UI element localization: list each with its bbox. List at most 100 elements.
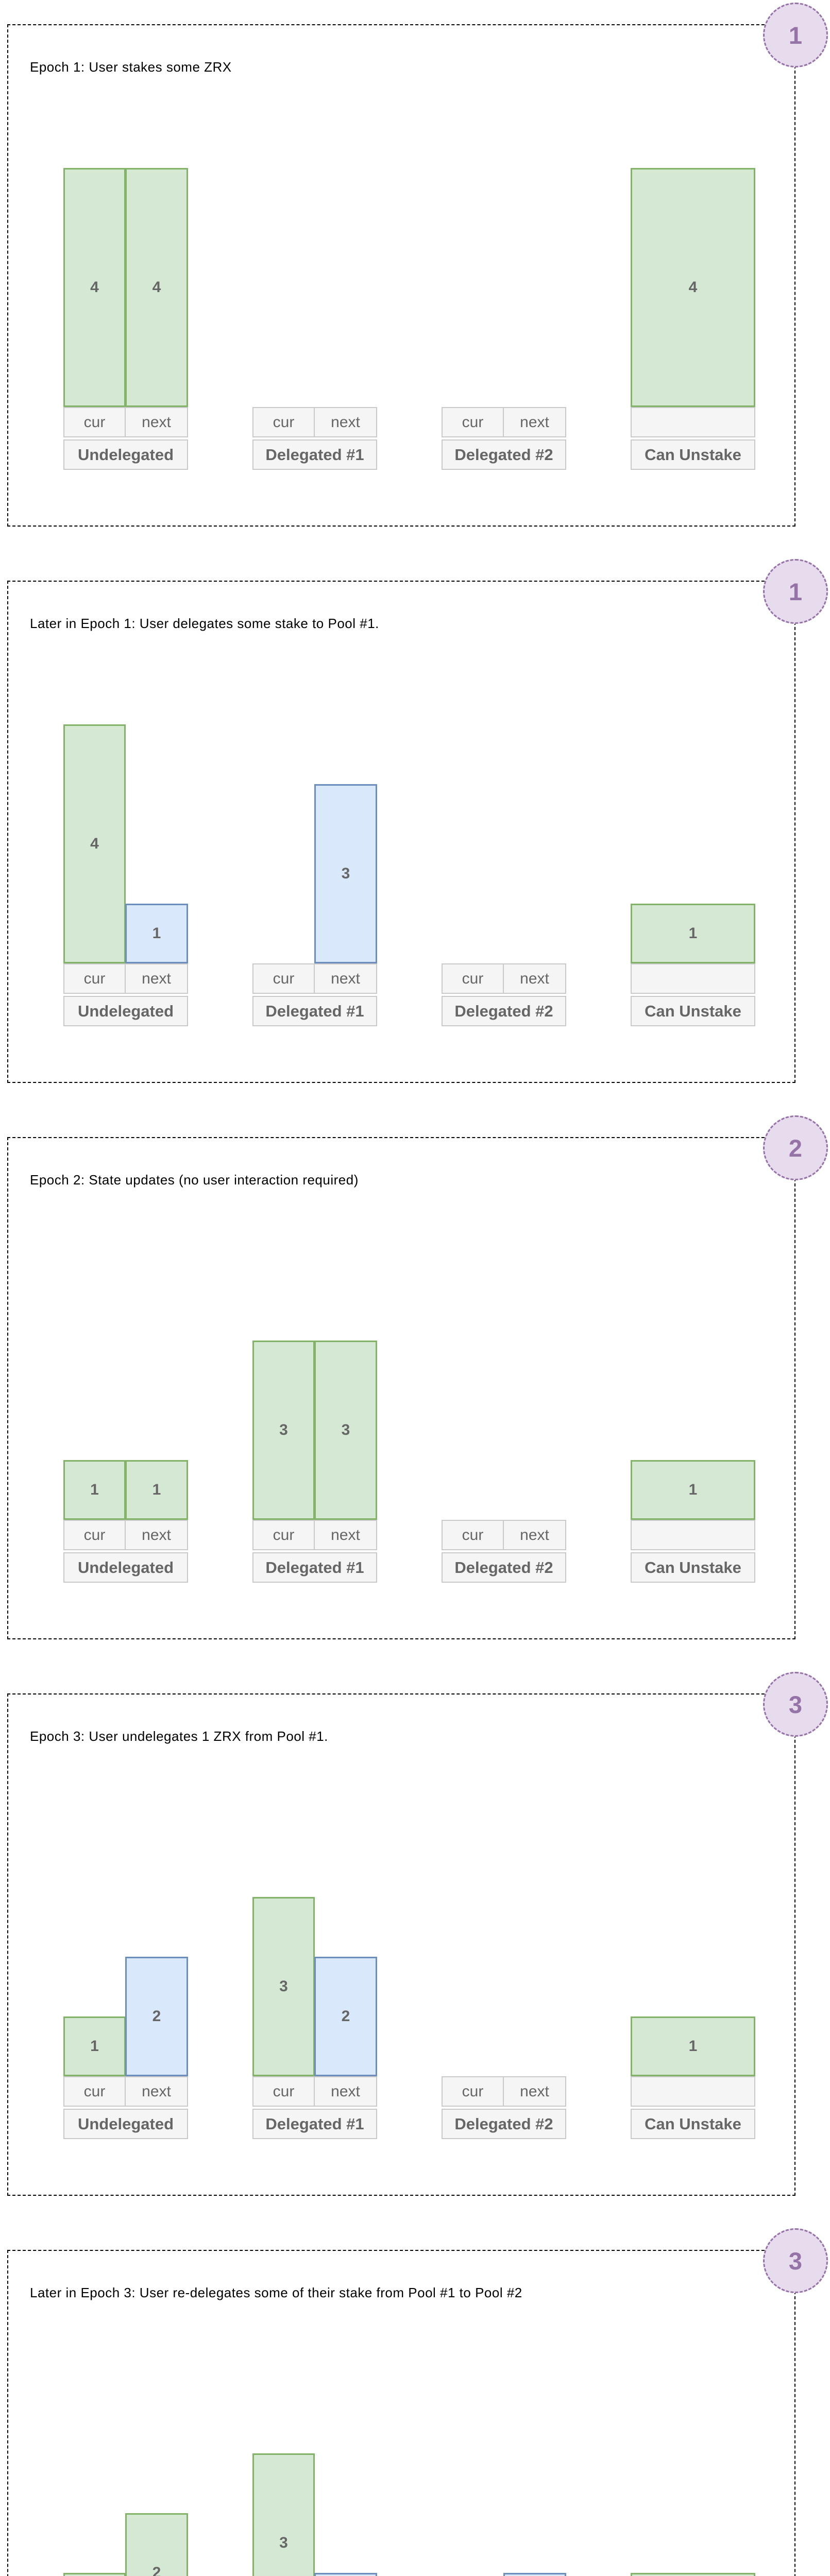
cell-undelegated-cur-label: cur bbox=[63, 407, 126, 437]
bar-value: 1 bbox=[688, 925, 698, 942]
cell-can_unstake-empty bbox=[631, 1520, 755, 1550]
epoch-panel-1: 1 Epoch 1: User stakes some ZRX 4 4 cur next U… bbox=[7, 3, 828, 527]
bar-undelegated-next: 2 bbox=[125, 2513, 188, 2576]
cell-can_unstake-empty bbox=[631, 407, 755, 437]
panel-title: Epoch 1: User stakes some ZRX bbox=[30, 59, 232, 75]
cell-undelegated-cur-label: cur bbox=[63, 2076, 126, 2107]
cell-delegated1-next-label: next bbox=[314, 963, 377, 994]
stake-group-undelegated: 4 1 cur next Undelegated bbox=[63, 582, 188, 1082]
bar-value: 1 bbox=[152, 1481, 161, 1498]
epoch-badge-number: 1 bbox=[788, 578, 803, 605]
stake-group-delegated2: cur next Delegated #2 bbox=[442, 25, 566, 526]
bar-value: 1 bbox=[688, 2038, 698, 2055]
bar-value: 4 bbox=[688, 279, 698, 296]
cell-delegated2-next-label: next bbox=[503, 2076, 566, 2107]
panel-title: Epoch 3: User undelegates 1 ZRX from Poo… bbox=[30, 1728, 328, 1744]
epoch-badge-number: 3 bbox=[788, 2247, 803, 2275]
bar-can_unstake: 4 bbox=[631, 168, 755, 407]
stake-group-delegated1: 3 2 cur next Delegated #1 bbox=[252, 1694, 377, 2195]
epoch-panel-5: 3 Later in Epoch 3: User re-delegates som… bbox=[7, 2228, 828, 2576]
cell-delegated1-cur-label: cur bbox=[252, 1520, 315, 1550]
group-label-delegated2: Delegated #2 bbox=[442, 439, 566, 470]
cell-undelegated-next-label: next bbox=[125, 1520, 188, 1550]
cell-delegated2-cur-label: cur bbox=[442, 407, 504, 437]
epoch-badge: 3 bbox=[763, 1672, 828, 1737]
cell-undelegated-cur-label: cur bbox=[63, 1520, 126, 1550]
epoch-badge-number: 2 bbox=[788, 1134, 803, 1162]
cell-undelegated-cur-label: cur bbox=[63, 963, 126, 994]
group-label-delegated2: Delegated #2 bbox=[442, 1552, 566, 1583]
group-label-delegated1: Delegated #1 bbox=[252, 2109, 377, 2139]
stake-group-delegated2: cur next Delegated #2 bbox=[442, 1694, 566, 2195]
bar-undelegated-next: 4 bbox=[125, 168, 188, 407]
group-label-delegated1: Delegated #1 bbox=[252, 1552, 377, 1583]
epoch-panel-2: 1 Later in Epoch 1: User delegates some s… bbox=[7, 559, 828, 1083]
bar-delegated1-next: 3 bbox=[314, 1341, 377, 1520]
stake-group-delegated1: cur next Delegated #1 bbox=[252, 25, 377, 526]
stake-group-delegated1: 3 cur next Delegated #1 bbox=[252, 582, 377, 1082]
bar-value: 2 bbox=[152, 2008, 161, 2025]
epoch-badge: 2 bbox=[763, 1115, 828, 1180]
bar-undelegated-cur: 1 bbox=[63, 1460, 126, 1520]
epoch-panel-4: 3 Epoch 3: User undelegates 1 ZRX from Po… bbox=[7, 1672, 828, 2196]
bar-value: 1 bbox=[152, 925, 161, 942]
bar-value: 3 bbox=[279, 1978, 288, 1995]
cell-delegated2-next-label: next bbox=[503, 963, 566, 994]
bar-undelegated-cur: 1 bbox=[63, 2573, 126, 2576]
cell-delegated1-next-label: next bbox=[314, 407, 377, 437]
stake-group-can_unstake: 1 Can Unstake bbox=[631, 582, 755, 1082]
bar-delegated2-next: 1 bbox=[503, 2573, 566, 2576]
cell-delegated2-next-label: next bbox=[503, 407, 566, 437]
cell-delegated1-cur-label: cur bbox=[252, 407, 315, 437]
epoch-badge: 3 bbox=[763, 2228, 828, 2293]
group-label-undelegated: Undelegated bbox=[63, 996, 188, 1026]
group-label-can_unstake: Can Unstake bbox=[631, 439, 755, 470]
cell-undelegated-next-label: next bbox=[125, 407, 188, 437]
stake-group-delegated1: 31curnextDelegated #1 bbox=[252, 2251, 377, 2576]
group-label-delegated1: Delegated #1 bbox=[252, 996, 377, 1026]
bar-can_unstake: 1 bbox=[631, 2573, 755, 2576]
group-label-delegated1: Delegated #1 bbox=[252, 439, 377, 470]
bar-undelegated-cur: 1 bbox=[63, 2016, 126, 2076]
epoch-badge-number: 1 bbox=[788, 21, 803, 49]
stake-group-undelegated: 4 4 cur next Undelegated bbox=[63, 25, 188, 526]
epoch-panel-3: 2 Epoch 2: State updates (no user interac… bbox=[7, 1115, 828, 1639]
cell-delegated2-next-label: next bbox=[503, 1520, 566, 1550]
bar-undelegated-cur: 4 bbox=[63, 168, 126, 407]
bar-undelegated-next: 2 bbox=[125, 1957, 188, 2076]
bar-value: 2 bbox=[152, 2564, 161, 2576]
bar-delegated1-next: 3 bbox=[314, 784, 377, 963]
bar-delegated1-cur: 3 bbox=[252, 1341, 315, 1520]
panel-title: Later in Epoch 3: User re-delegates some… bbox=[30, 2285, 522, 2300]
bar-can_unstake: 1 bbox=[631, 904, 755, 963]
cell-undelegated-next-label: next bbox=[125, 963, 188, 994]
panel-title: Epoch 2: State updates (no user interact… bbox=[30, 1172, 359, 1188]
group-label-delegated2: Delegated #2 bbox=[442, 996, 566, 1026]
bar-value: 3 bbox=[341, 865, 350, 882]
cell-can_unstake-empty bbox=[631, 2076, 755, 2107]
group-label-can_unstake: Can Unstake bbox=[631, 1552, 755, 1583]
epoch-badge: 1 bbox=[763, 559, 828, 624]
group-label-can_unstake: Can Unstake bbox=[631, 996, 755, 1026]
cell-delegated1-cur-label: cur bbox=[252, 2076, 315, 2107]
bar-value: 1 bbox=[688, 1481, 698, 1498]
bar-delegated1-next: 1 bbox=[314, 2573, 377, 2576]
stake-group-delegated1: 3 3 cur next Delegated #1 bbox=[252, 1138, 377, 1638]
stake-group-can_unstake: 4 Can Unstake bbox=[631, 25, 755, 526]
epoch-badge-number: 3 bbox=[788, 1690, 803, 1718]
group-label-can_unstake: Can Unstake bbox=[631, 2109, 755, 2139]
group-label-undelegated: Undelegated bbox=[63, 439, 188, 470]
bar-undelegated-next: 1 bbox=[125, 1460, 188, 1520]
cell-undelegated-next-label: next bbox=[125, 2076, 188, 2107]
group-label-delegated2: Delegated #2 bbox=[442, 2109, 566, 2139]
bar-value: 3 bbox=[341, 1421, 350, 1438]
cell-can_unstake-empty bbox=[631, 963, 755, 994]
stake-group-can_unstake: 1 Can Unstake bbox=[631, 1138, 755, 1638]
epoch-badge: 1 bbox=[763, 3, 828, 67]
bar-delegated1-cur: 3 bbox=[252, 1897, 315, 2076]
cell-delegated2-cur-label: cur bbox=[442, 2076, 504, 2107]
cell-delegated1-cur-label: cur bbox=[252, 963, 315, 994]
